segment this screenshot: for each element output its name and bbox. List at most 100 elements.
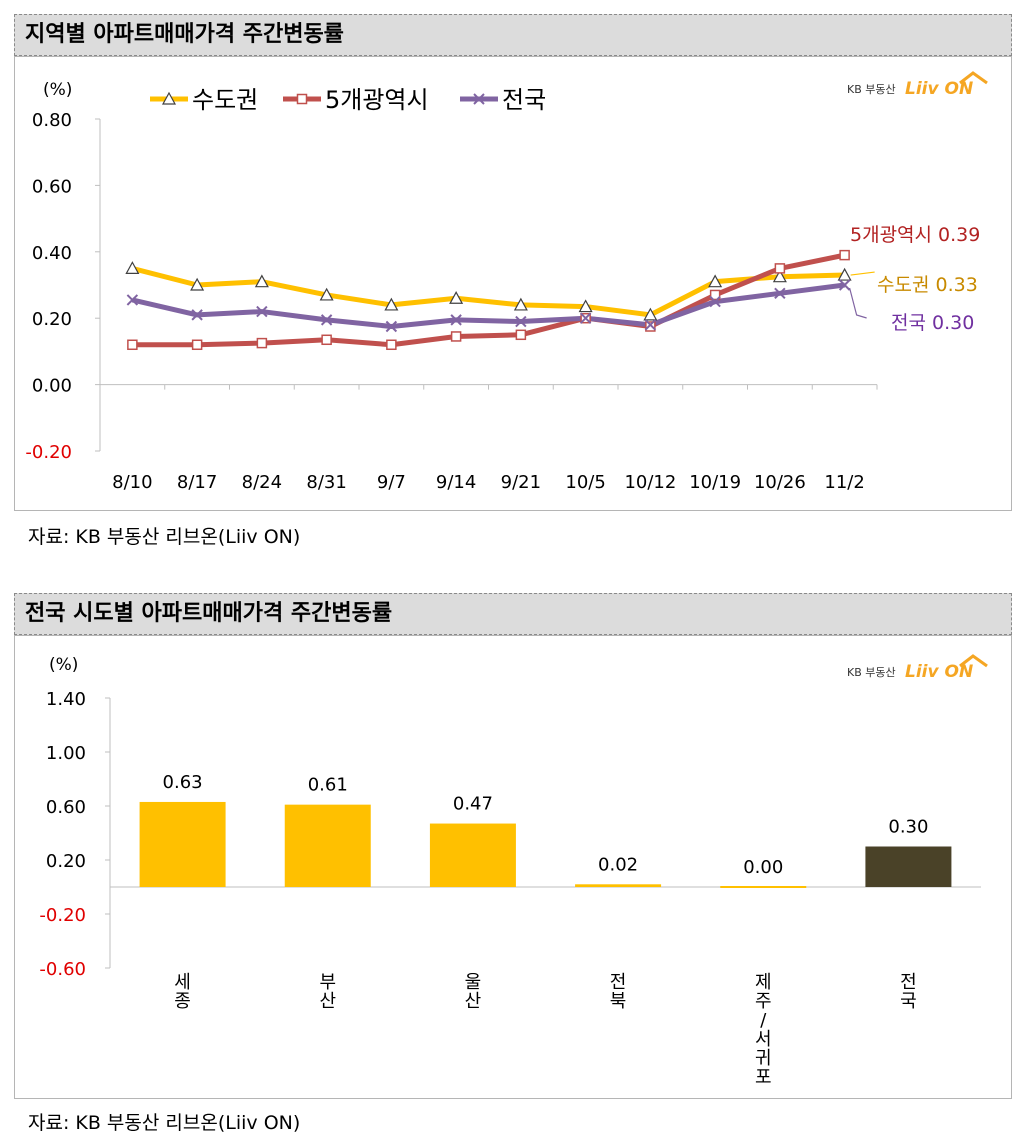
marker-metro xyxy=(515,329,527,341)
marker-capital xyxy=(708,274,723,288)
bar-2 xyxy=(429,823,516,887)
series-line-capital xyxy=(131,265,845,318)
marker-national xyxy=(126,294,139,306)
marker-capital xyxy=(772,269,787,283)
marker-national xyxy=(256,305,268,318)
x-tick-label: 8/31 xyxy=(306,472,346,493)
legend-marker-national xyxy=(473,93,485,105)
marker-national xyxy=(579,312,592,324)
bar-value-label: 0.02 xyxy=(598,854,638,875)
y-tick-label: 0.80 xyxy=(32,110,72,131)
y-tick-label: 0.20 xyxy=(46,851,86,872)
end-label-metro: 5개광역시 0.39 xyxy=(850,224,980,246)
marker-national xyxy=(838,279,851,291)
series-line-metro xyxy=(132,252,846,348)
y-tick-label: -0.20 xyxy=(25,442,72,463)
bar-value-label: 0.47 xyxy=(453,794,493,815)
logo-roof-icon xyxy=(959,71,988,85)
marker-national xyxy=(320,314,333,326)
bar-5 xyxy=(865,846,952,887)
series-line-national xyxy=(131,282,845,329)
x-tick-label: 8/10 xyxy=(112,472,152,493)
x-category-label: 제 주 / 서 귀 포 xyxy=(755,972,772,1088)
liiv-on-logo: Liiv ON xyxy=(905,662,973,682)
marker-national xyxy=(385,320,398,333)
x-tick-label: 8/24 xyxy=(242,472,282,493)
marker-capital xyxy=(578,299,593,313)
legend-label-metro: 5개광역시 xyxy=(325,86,429,114)
line-chart: (%) 0.80 0.60 0.40 0.20 0.00 -0.20 8/10 8/17 8/24… xyxy=(25,71,988,493)
marker-metro xyxy=(256,337,268,349)
line-chart-panel: (%) 0.80 0.60 0.40 0.20 0.00 -0.20 8/10 8/17 8/24… xyxy=(14,56,1012,511)
marker-metro xyxy=(645,321,656,332)
x-tick-label: 10/19 xyxy=(689,472,741,493)
marker-metro xyxy=(321,334,332,346)
bar-value-label: 0.61 xyxy=(308,775,348,796)
logo-roof-icon xyxy=(959,654,988,668)
marker-metro xyxy=(774,263,786,274)
y-tick-label: 1.40 xyxy=(46,689,86,710)
marker-national xyxy=(709,295,721,308)
legend-label-capital: 수도권 xyxy=(192,86,258,114)
marker-metro xyxy=(709,289,721,301)
y-tick-label: 0.20 xyxy=(32,309,72,330)
line-chart-source: 자료: KB 부동산 리브온(Liiv ON) xyxy=(28,526,301,548)
bar-chart-panel: (%) 1.40 1.00 0.60 0.20 -0.20 -0.60 0.63 세 종 0.61 부… xyxy=(14,635,1012,1099)
leader-capital xyxy=(850,271,875,276)
kb-brand-text: KB 부동산 xyxy=(847,666,896,679)
x-tick-label: 11/2 xyxy=(824,472,864,493)
y-tick-label: 0.60 xyxy=(46,797,86,818)
leader-national xyxy=(849,287,867,319)
line-chart-title: 지역별 아파트매매가격 주간변동률 xyxy=(25,22,344,47)
marker-capital xyxy=(254,274,269,288)
x-tick-label: 10/5 xyxy=(565,472,605,493)
bar-3 xyxy=(575,884,662,887)
legend-label-national: 전국 xyxy=(502,86,546,114)
bar-4 xyxy=(720,886,807,888)
bar-chart: (%) 1.40 1.00 0.60 0.20 -0.20 -0.60 0.63 세 종 0.61 부… xyxy=(39,654,988,1088)
marker-capital xyxy=(449,291,464,304)
y-tick-label: 0.60 xyxy=(32,176,72,197)
legend-marker-capital xyxy=(161,91,177,105)
bar-1 xyxy=(284,804,371,887)
y-tick-label: 0.00 xyxy=(32,376,72,397)
marker-capital xyxy=(643,307,658,321)
bar-value-label: 0.30 xyxy=(888,817,928,838)
y-tick-label: 1.00 xyxy=(46,743,86,764)
x-tick-label: 9/21 xyxy=(501,472,541,493)
y-tick-label: 0.40 xyxy=(32,243,72,264)
kb-brand-text: KB 부동산 xyxy=(847,83,896,96)
end-label-national: 전국 0.30 xyxy=(891,312,974,334)
y-unit-label: (%) xyxy=(49,655,78,675)
marker-metro xyxy=(839,249,850,261)
bar-chart-source: 자료: KB 부동산 리브온(Liiv ON) xyxy=(28,1112,301,1134)
bar-chart-header: 전국 시도별 아파트매매가격 주간변동률 xyxy=(14,593,1012,635)
marker-capital xyxy=(384,297,399,311)
marker-national xyxy=(515,315,527,328)
marker-capital xyxy=(319,287,334,301)
end-label-capital: 수도권 0.33 xyxy=(877,274,978,296)
x-tick-label: 10/12 xyxy=(624,472,676,493)
x-tick-label: 8/17 xyxy=(177,472,217,493)
x-tick-label: 9/7 xyxy=(377,472,406,493)
bar-chart-title: 전국 시도별 아파트매매가격 주간변동률 xyxy=(25,601,393,626)
y-tick-label: -0.60 xyxy=(39,959,86,980)
marker-national xyxy=(191,309,203,321)
liiv-on-logo: Liiv ON xyxy=(905,79,973,99)
legend-marker-metro xyxy=(296,93,308,105)
x-tick-label: 9/14 xyxy=(436,472,476,493)
line-chart-header: 지역별 아파트매매가격 주간변동률 xyxy=(14,14,1012,56)
marker-national xyxy=(644,319,657,331)
marker-metro xyxy=(191,339,203,351)
marker-national xyxy=(774,287,786,300)
y-tick-label: -0.20 xyxy=(39,905,86,926)
marker-capital xyxy=(837,267,852,281)
marker-capital xyxy=(125,261,140,274)
marker-metro xyxy=(386,339,397,351)
x-tick-label: 10/26 xyxy=(754,472,806,493)
